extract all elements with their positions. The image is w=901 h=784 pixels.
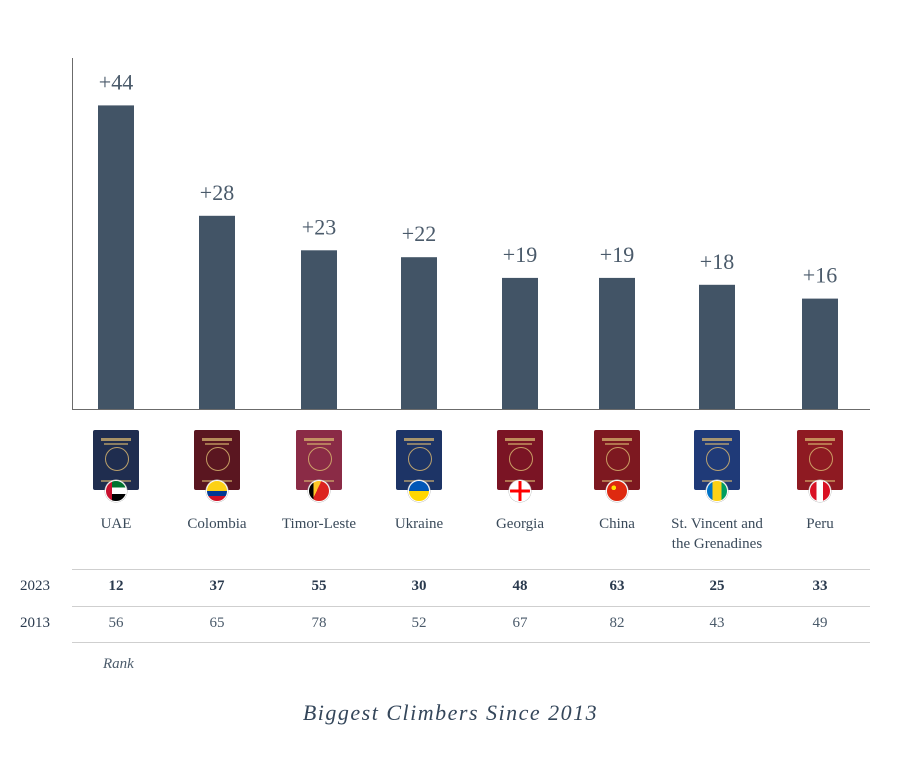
table-rule-bottom (72, 642, 870, 643)
country-label-line: the Grenadines (671, 536, 763, 552)
passport-emblem (408, 447, 432, 471)
passport-title-line2 (605, 443, 629, 445)
rank-cell: 63 (609, 578, 625, 594)
country-label-3: Timor-Leste (254, 514, 384, 534)
rank-cell: 37 (209, 578, 225, 594)
st-vincent-flag-icon (706, 480, 728, 502)
country-label-line: Peru (806, 516, 834, 532)
country-label-line: Colombia (187, 516, 247, 532)
georgia-flag-icon (509, 480, 531, 502)
country-label-7: St. Vincent and the Grenadines (652, 514, 782, 554)
country-label-6: China (552, 514, 682, 534)
passport-emblem (509, 447, 533, 471)
rank-cell: 55 (311, 578, 327, 594)
china-flag-icon (606, 480, 628, 502)
bar-2 (199, 215, 235, 409)
data-label-2: +28 (200, 180, 234, 205)
country-label-line: Ukraine (394, 516, 444, 532)
data-label-6: +19 (600, 242, 634, 267)
data-label-7: +18 (700, 249, 734, 274)
passport-emblem (206, 447, 230, 471)
data-label-8: +16 (803, 263, 837, 288)
data-label-1: +44 (99, 69, 133, 94)
country-label-line: UAE (100, 516, 132, 532)
chart-title: Biggest Climbers Since 2013 (302, 700, 599, 725)
data-label-3: +23 (302, 214, 336, 239)
peru-flag-icon (809, 480, 831, 502)
country-label-5: Georgia (455, 514, 585, 534)
table-rule-top (72, 569, 870, 570)
rank-cell: 65 (209, 615, 225, 631)
passport-title-line2 (705, 443, 729, 445)
passport-title-line (702, 438, 732, 441)
table-rule-middle (72, 606, 870, 607)
rank-row-label-2013: 2013 (20, 615, 50, 631)
passport-emblem (308, 447, 332, 471)
passport-title-line (202, 438, 232, 441)
bar-4 (401, 257, 437, 409)
country-label-8: Peru (755, 514, 885, 534)
ukraine-flag-icon (408, 480, 430, 502)
passport-title-line2 (307, 443, 331, 445)
passport-title-line2 (104, 443, 128, 445)
passport-emblem (105, 447, 129, 471)
rank-note: Rank (103, 656, 134, 672)
passport-title-line (602, 438, 632, 441)
rank-cell: 67 (512, 615, 528, 631)
rank-cell: 12 (108, 578, 124, 594)
rank-cell: 49 (812, 615, 828, 631)
bars (98, 105, 838, 410)
country-label-line: Georgia (495, 516, 545, 532)
bar-5 (502, 277, 538, 409)
passport-title-line (505, 438, 535, 441)
passport-emblem (606, 447, 630, 471)
passport-title-line2 (205, 443, 229, 445)
rank-cell: 82 (609, 615, 625, 631)
bar-7 (699, 284, 735, 409)
country-label-line: China (599, 516, 635, 532)
passport-title-line2 (508, 443, 532, 445)
rank-cell: 30 (411, 578, 427, 594)
colombia-flag-icon (206, 480, 228, 502)
data-label-4: +22 (402, 221, 436, 246)
data-labels: +44 +28 +23 +22 +19 +19 +18 +16 (99, 69, 837, 287)
passport-title-line2 (407, 443, 431, 445)
passport-title-line (304, 438, 334, 441)
rank-cell: 25 (709, 578, 725, 594)
bar-1 (98, 105, 134, 410)
rank-cell: 52 (411, 615, 427, 631)
passport-title-line (404, 438, 434, 441)
data-label-5: +19 (503, 242, 537, 267)
bar-6 (599, 277, 635, 409)
rank-cell: 56 (108, 615, 124, 631)
passport-title-line2 (808, 443, 832, 445)
rank-cell: 33 (812, 578, 828, 594)
rank-cell: 48 (512, 578, 528, 594)
passport-title-line (805, 438, 835, 441)
passport-emblem (809, 447, 833, 471)
country-label-line: Timor-Leste (281, 516, 357, 532)
country-label-1: UAE (51, 514, 181, 534)
bar-3 (301, 250, 337, 409)
passport-emblem (706, 447, 730, 471)
country-label-2: Colombia (152, 514, 282, 534)
country-label-line: St. Vincent and (671, 516, 763, 532)
timor-leste-flag-icon (308, 480, 330, 502)
rank-row-label-2023: 2023 (20, 578, 50, 594)
bar-8 (802, 298, 838, 409)
uae-flag-icon (105, 480, 127, 502)
rank-cell: 78 (311, 615, 327, 631)
country-label-4: Ukraine (354, 514, 484, 534)
passport-title-line (101, 438, 131, 441)
rank-cell: 43 (709, 615, 725, 631)
